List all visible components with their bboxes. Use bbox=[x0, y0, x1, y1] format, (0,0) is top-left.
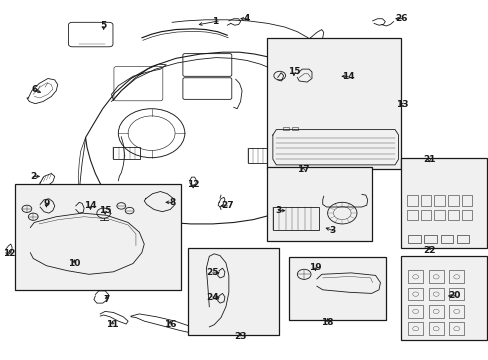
Bar bbox=[15, 184, 181, 290]
Bar bbox=[407, 288, 422, 300]
Text: 1: 1 bbox=[212, 17, 218, 26]
Text: 26: 26 bbox=[395, 14, 407, 23]
Bar bbox=[248, 148, 278, 163]
Text: 2: 2 bbox=[30, 172, 36, 181]
Bar bbox=[407, 270, 422, 283]
Text: 14: 14 bbox=[341, 72, 354, 81]
Bar bbox=[461, 210, 471, 220]
Text: 13: 13 bbox=[395, 100, 407, 109]
Bar bbox=[188, 248, 278, 335]
Text: 27: 27 bbox=[221, 202, 233, 210]
Text: 4: 4 bbox=[243, 14, 250, 23]
Text: 16: 16 bbox=[163, 320, 176, 329]
Text: 21: 21 bbox=[422, 154, 435, 163]
Bar bbox=[113, 147, 140, 159]
Text: 12: 12 bbox=[186, 180, 199, 189]
Text: 10: 10 bbox=[68, 259, 81, 268]
Bar bbox=[266, 167, 371, 241]
Text: 20: 20 bbox=[447, 292, 460, 300]
Text: 14: 14 bbox=[84, 202, 97, 210]
Bar bbox=[448, 288, 463, 300]
Bar bbox=[433, 210, 444, 220]
Bar bbox=[461, 195, 471, 206]
Text: 8: 8 bbox=[169, 198, 175, 207]
Bar bbox=[282, 127, 288, 130]
Bar bbox=[448, 305, 463, 318]
Text: 7: 7 bbox=[103, 295, 110, 304]
Bar bbox=[407, 305, 422, 318]
Bar bbox=[448, 270, 463, 283]
Text: 25: 25 bbox=[206, 269, 219, 277]
Bar bbox=[447, 210, 458, 220]
Text: 15: 15 bbox=[99, 206, 111, 215]
Bar bbox=[400, 158, 486, 248]
Text: 23: 23 bbox=[234, 332, 246, 341]
Text: 3: 3 bbox=[329, 226, 335, 235]
Text: 24: 24 bbox=[206, 292, 219, 302]
Bar bbox=[266, 38, 400, 169]
Bar bbox=[406, 195, 417, 206]
Bar bbox=[456, 235, 468, 243]
Bar bbox=[407, 322, 422, 335]
Text: 17: 17 bbox=[296, 165, 309, 174]
Text: 18: 18 bbox=[321, 318, 333, 327]
Text: 11: 11 bbox=[106, 320, 119, 329]
Bar bbox=[292, 127, 298, 130]
Bar bbox=[400, 256, 486, 340]
Bar bbox=[428, 305, 443, 318]
Bar bbox=[448, 322, 463, 335]
Text: 6: 6 bbox=[31, 85, 37, 94]
Text: 3: 3 bbox=[275, 206, 281, 215]
Bar bbox=[406, 210, 417, 220]
Text: 22: 22 bbox=[422, 246, 435, 255]
Bar bbox=[272, 207, 319, 230]
Bar bbox=[428, 322, 443, 335]
Text: 12: 12 bbox=[3, 249, 16, 258]
Bar bbox=[440, 235, 452, 243]
Bar bbox=[433, 195, 444, 206]
Bar bbox=[288, 257, 386, 320]
Bar bbox=[407, 235, 420, 243]
Text: 15: 15 bbox=[287, 68, 300, 77]
Bar bbox=[428, 270, 443, 283]
Bar bbox=[420, 210, 430, 220]
Bar bbox=[428, 288, 443, 300]
Text: 19: 19 bbox=[308, 263, 321, 271]
Bar bbox=[420, 195, 430, 206]
Text: 5: 5 bbox=[101, 21, 106, 30]
Text: 9: 9 bbox=[43, 199, 50, 208]
Bar bbox=[424, 235, 436, 243]
Bar bbox=[447, 195, 458, 206]
